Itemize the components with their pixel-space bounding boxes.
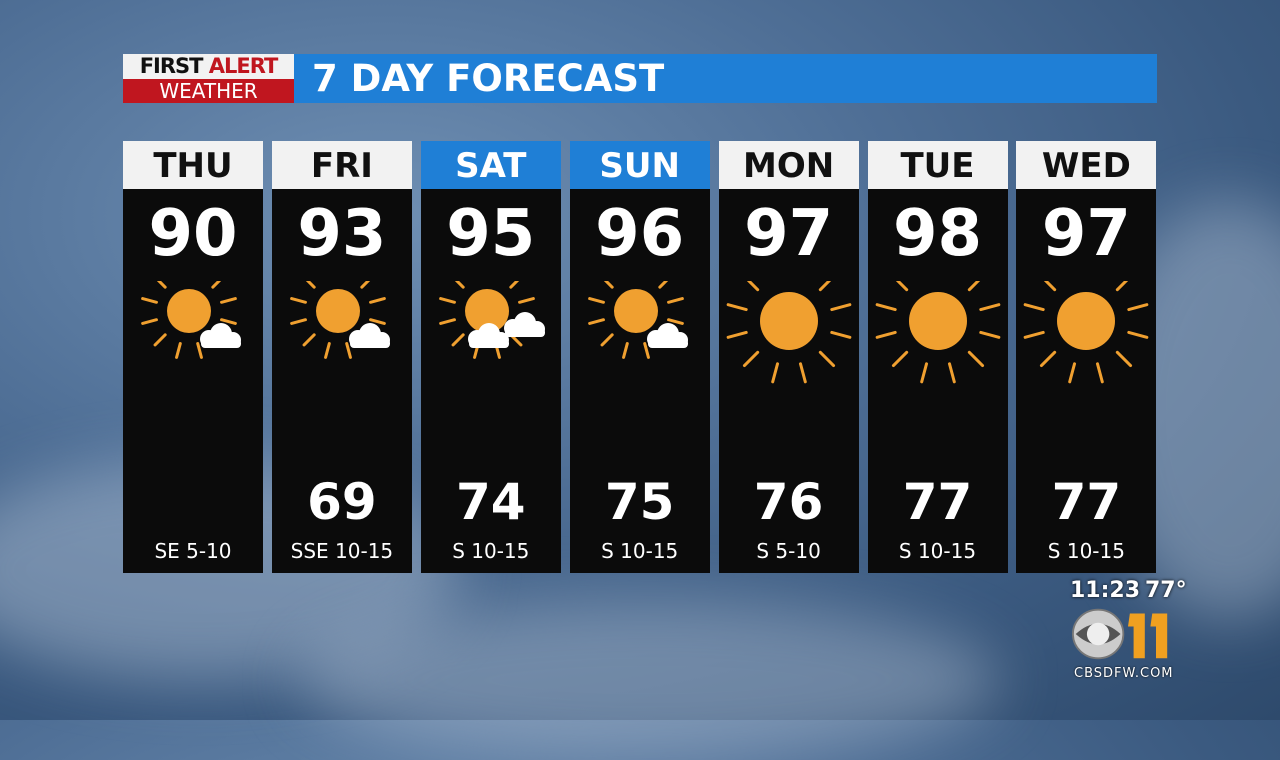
- sun-icon: [875, 281, 1000, 384]
- high-temp: 93: [297, 197, 387, 271]
- day-panel: 97 76 S 5-10: [718, 189, 859, 573]
- sun-cloud-icon: [290, 281, 390, 359]
- day-panel: 97 77 S 10-15: [1016, 189, 1157, 573]
- day-panel: 95 74 S 10-15: [420, 189, 561, 573]
- forecast-day-fri: FRI 93 69 SSE 10-15: [271, 141, 412, 573]
- day-label: MON: [718, 141, 859, 189]
- day-panel: 96 75 S 10-15: [569, 189, 710, 573]
- day-panel: 90 SE 5-10: [123, 189, 263, 573]
- day-label: WED: [1016, 141, 1157, 189]
- logo-weather: WEATHER: [123, 79, 294, 103]
- day-panel: 93 69 SSE 10-15: [271, 189, 412, 573]
- low-temp: 74: [456, 473, 526, 531]
- day-label: SUN: [569, 141, 710, 189]
- low-temp: 76: [753, 473, 824, 531]
- high-temp: 95: [446, 197, 536, 271]
- low-temp: 75: [604, 473, 675, 531]
- forecast-day-mon: MON 97 76 S 5-10: [718, 141, 859, 573]
- day-panel: 98 77 S 10-15: [867, 189, 1008, 573]
- station-url: CBSDFW.COM: [1074, 666, 1174, 681]
- low-temp: 77: [1051, 473, 1122, 531]
- day-label: SAT: [420, 141, 561, 189]
- high-temp: 90: [148, 197, 238, 271]
- current-temp: 77°: [1145, 578, 1187, 603]
- forecast-day-thu: THU 90 SE 5-10: [123, 141, 263, 573]
- wind: S 10-15: [452, 539, 530, 563]
- day-label: TUE: [867, 141, 1008, 189]
- sun-icon: [726, 281, 851, 384]
- low-temp: 77: [902, 473, 973, 531]
- high-temp: 98: [892, 197, 983, 271]
- forecast-day-tue: TUE 98 77 S 10-15: [867, 141, 1008, 573]
- logo-alert: ALERT: [208, 54, 279, 78]
- wind: S 10-15: [1047, 539, 1125, 563]
- sun-icon: [1024, 281, 1149, 384]
- day-label: FRI: [271, 141, 412, 189]
- logo-first: FIRST: [139, 54, 204, 78]
- sun-cloud-icon: [141, 281, 241, 359]
- wind: SSE 10-15: [290, 539, 394, 563]
- low-temp: 69: [307, 473, 377, 531]
- wind: S 10-15: [601, 539, 679, 563]
- wind: SE 5-10: [154, 539, 232, 563]
- page-title: 7 DAY FORECAST: [294, 54, 1157, 103]
- sun-cloud-icon: [587, 281, 688, 359]
- clock-time: 11:23: [1070, 578, 1141, 603]
- first-alert-weather-logo: FIRST ALERT WEATHER: [123, 54, 294, 103]
- sun-two-clouds-icon: [438, 281, 545, 359]
- wind: S 10-15: [898, 539, 977, 563]
- cbs11-logo: [1072, 608, 1168, 660]
- forecast-day-wed: WED 97 77 S 10-15: [1016, 141, 1157, 573]
- wind: S 5-10: [756, 539, 821, 563]
- day-label: THU: [123, 141, 263, 189]
- forecast-day-sun: SUN 96 75 S 10-15: [569, 141, 710, 573]
- high-temp: 96: [595, 197, 685, 271]
- high-temp: 97: [1041, 197, 1131, 271]
- high-temp: 97: [744, 197, 834, 271]
- forecast-day-sat: SAT 95 74 S 10-15: [420, 141, 561, 573]
